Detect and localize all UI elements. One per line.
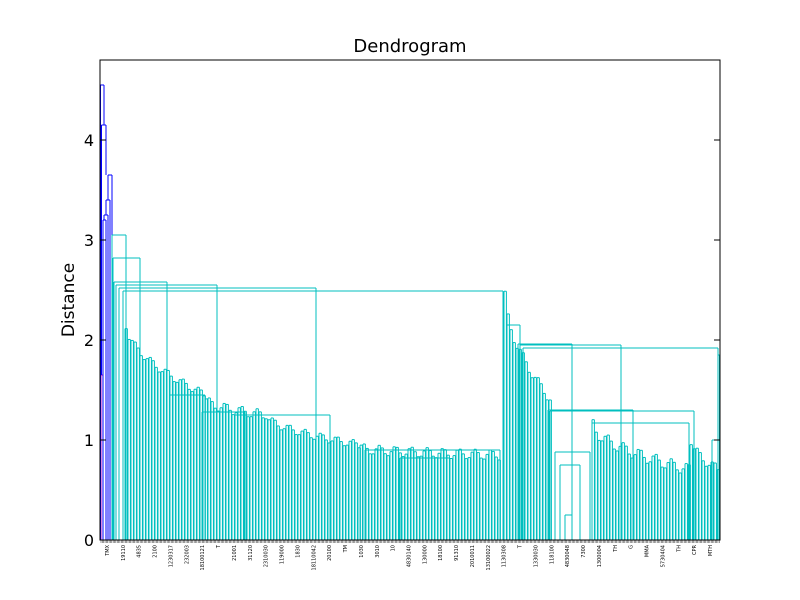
leaf-label-6: 18100121 (200, 545, 206, 570)
leaf-label-0: TMX (105, 544, 111, 556)
leaf-label-13: 18110042 (311, 545, 317, 570)
leaf-label-9: 31120 (248, 545, 254, 561)
leaf-label-18: 10 (391, 545, 397, 551)
ytick-label-1: 1 (84, 431, 94, 450)
leaf-label-28: 118100 (549, 545, 555, 564)
leaf-label-30: 7300 (581, 545, 587, 558)
leaf-label-31: 1300004 (597, 545, 603, 567)
leaf-labels: TMX 19110 4835 2100 1230317 232003 18100121 T 21… (105, 544, 714, 570)
leaf-label-15: TM (343, 545, 349, 553)
leaf-label-34: MMA (645, 544, 651, 557)
leaf-label-19: 4830140 (407, 545, 413, 567)
ytick-label-3: 3 (84, 231, 94, 250)
leaf-label-36: TH (676, 545, 682, 553)
leaf-label-2: 4835 (137, 545, 143, 558)
leaf-label-38: MTH (708, 545, 714, 556)
leaf-label-29: 4830048 (565, 545, 571, 567)
leaf-label-20: 130000 (422, 545, 428, 564)
leaf-label-35: 5730404 (660, 545, 666, 567)
leaf-label-27: 1330030 (533, 545, 539, 567)
leaf-label-14: 20100 (327, 545, 333, 561)
leaf-label-17: 3010 (375, 545, 381, 558)
ytick-label-0: 0 (84, 531, 94, 550)
leaf-label-33: G (629, 545, 635, 549)
leaf-label-37: CPR (692, 544, 698, 555)
chart-title: Dendrogram (353, 36, 466, 57)
ytick-label-2: 2 (84, 331, 94, 350)
ytick-label-4: 4 (84, 131, 94, 150)
leaf-label-23: 2010011 (470, 545, 476, 567)
leaf-label-10: 2310030 (264, 545, 270, 567)
leaf-label-5: 232003 (184, 545, 190, 564)
leaf-label-12: 1830 (295, 545, 301, 558)
y-axis-label: Distance (59, 263, 79, 337)
dendrogram-links (100, 84, 720, 540)
leaf-label-7: T (216, 544, 222, 549)
leaf-label-32: TH (613, 545, 619, 553)
leaf-label-3: 2100 (153, 545, 159, 558)
plot-frame (99, 59, 721, 541)
leaf-label-8: 21001 (232, 545, 238, 561)
leaf-label-1: 19110 (121, 545, 127, 561)
leaf-label-26: T (518, 544, 524, 549)
leaf-label-21: 18100 (438, 545, 444, 561)
leaf-label-4: 1230317 (168, 545, 174, 567)
leaf-label-25: 1130308 (502, 545, 508, 567)
leaf-label-11: 119000 (280, 545, 286, 564)
leaf-label-24: 13100022 (486, 545, 492, 570)
leaf-label-22: 91310 (454, 545, 460, 561)
leaf-label-16: 1030 (359, 545, 365, 558)
